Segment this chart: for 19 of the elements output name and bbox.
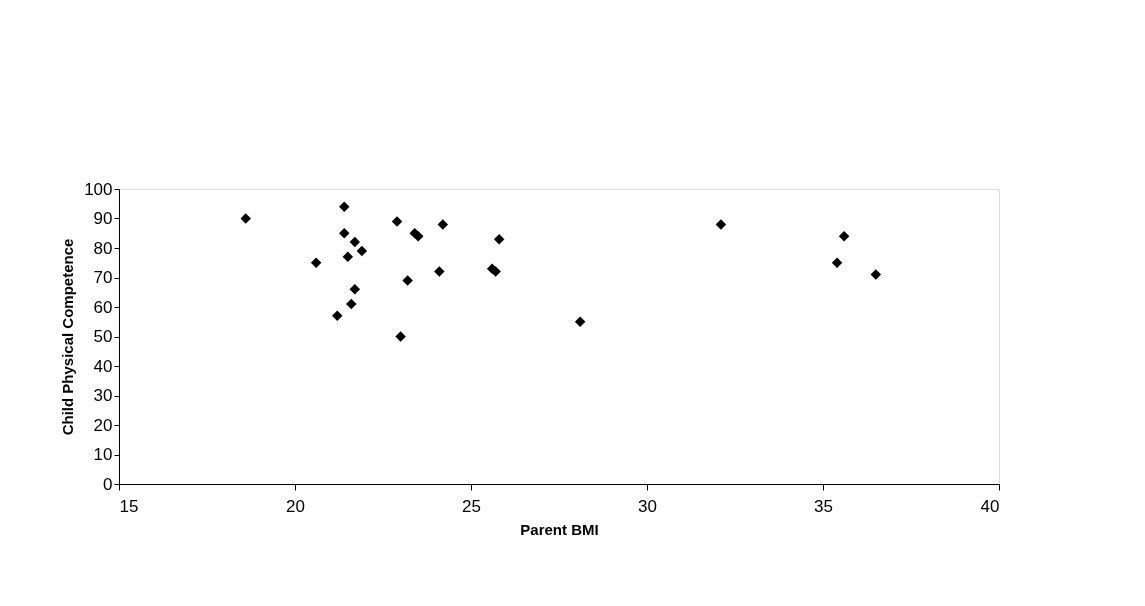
y-tick-label: 100 xyxy=(84,179,113,199)
y-tick-label: 80 xyxy=(93,238,113,258)
x-tick-label: 35 xyxy=(814,496,833,516)
y-tick-label: 70 xyxy=(93,268,113,287)
y-tick-label: 10 xyxy=(93,445,113,464)
y-tick-label: 30 xyxy=(93,386,113,405)
x-tick-label: 30 xyxy=(638,496,657,516)
y-tick-label: 90 xyxy=(93,209,113,228)
x-axis-title: Parent BMI xyxy=(520,520,599,538)
y-tick-label: 0 xyxy=(103,474,113,494)
x-tick-label: 40 xyxy=(980,496,1000,516)
y-tick-label: 50 xyxy=(93,327,113,346)
y-tick-label: 20 xyxy=(93,415,113,435)
x-tick-label: 20 xyxy=(286,496,305,516)
y-tick-label: 40 xyxy=(93,356,113,376)
x-tick-label: 25 xyxy=(462,496,481,516)
x-tick-label: 15 xyxy=(119,496,139,516)
y-axis-title: Child Physical Competence xyxy=(59,238,77,436)
y-tick-label: 60 xyxy=(93,297,113,317)
